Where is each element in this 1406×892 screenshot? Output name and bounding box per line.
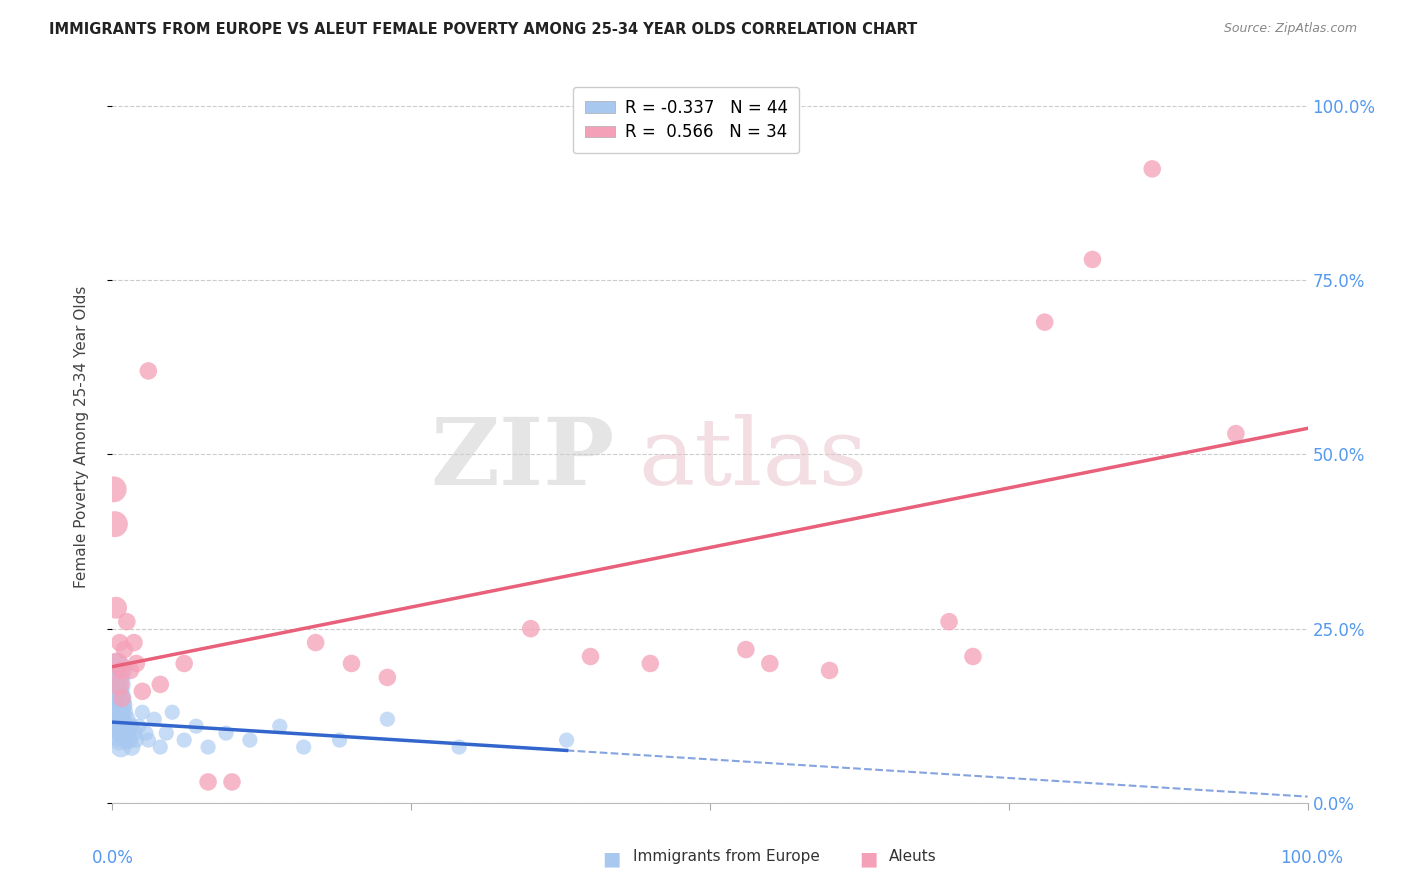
Point bbox=[118, 733, 141, 747]
Point bbox=[112, 719, 135, 733]
Point bbox=[186, 719, 208, 733]
Legend: R = -0.337   N = 44, R =  0.566   N = 34: R = -0.337 N = 44, R = 0.566 N = 34 bbox=[574, 87, 799, 153]
Point bbox=[105, 684, 128, 698]
Point bbox=[103, 677, 125, 691]
Point bbox=[105, 705, 128, 719]
Point bbox=[135, 726, 157, 740]
Point bbox=[115, 615, 138, 629]
Point bbox=[105, 719, 128, 733]
Point bbox=[239, 733, 262, 747]
Point bbox=[329, 733, 352, 747]
Point bbox=[340, 657, 363, 671]
Point bbox=[114, 733, 136, 747]
Point bbox=[197, 740, 219, 755]
Point bbox=[121, 740, 143, 755]
Point bbox=[107, 726, 129, 740]
Point bbox=[104, 698, 127, 713]
Point bbox=[640, 657, 662, 671]
Point bbox=[221, 775, 243, 789]
Text: IMMIGRANTS FROM EUROPE VS ALEUT FEMALE POVERTY AMONG 25-34 YEAR OLDS CORRELATION: IMMIGRANTS FROM EUROPE VS ALEUT FEMALE P… bbox=[49, 22, 918, 37]
Point bbox=[125, 657, 148, 671]
Point bbox=[215, 726, 238, 740]
Point bbox=[114, 642, 135, 657]
Point bbox=[105, 657, 128, 671]
Point bbox=[131, 684, 153, 698]
Text: Immigrants from Europe: Immigrants from Europe bbox=[633, 849, 820, 864]
Point bbox=[555, 733, 578, 747]
Point bbox=[938, 615, 960, 629]
Point bbox=[305, 635, 328, 649]
Point bbox=[1033, 315, 1056, 329]
Point bbox=[377, 712, 399, 726]
Point bbox=[108, 705, 131, 719]
Point bbox=[125, 733, 148, 747]
Text: atlas: atlas bbox=[638, 414, 868, 504]
Point bbox=[103, 483, 125, 497]
Point bbox=[173, 733, 195, 747]
Point bbox=[138, 733, 160, 747]
Point bbox=[131, 705, 153, 719]
Point bbox=[1081, 252, 1104, 267]
Point bbox=[292, 740, 315, 755]
Point bbox=[104, 517, 127, 532]
Point bbox=[107, 677, 129, 691]
Point bbox=[162, 705, 183, 719]
Text: Source: ZipAtlas.com: Source: ZipAtlas.com bbox=[1223, 22, 1357, 36]
Text: ■: ■ bbox=[602, 849, 621, 868]
Point bbox=[120, 719, 142, 733]
Point bbox=[520, 622, 543, 636]
Text: ■: ■ bbox=[859, 849, 879, 868]
Point bbox=[197, 775, 219, 789]
Point bbox=[447, 740, 470, 755]
Point bbox=[114, 705, 135, 719]
Point bbox=[108, 733, 131, 747]
Point bbox=[1142, 161, 1164, 176]
Point bbox=[120, 664, 142, 678]
Point bbox=[122, 726, 145, 740]
Text: Aleuts: Aleuts bbox=[889, 849, 936, 864]
Point bbox=[143, 712, 166, 726]
Point bbox=[269, 719, 291, 733]
Point bbox=[377, 670, 399, 684]
Point bbox=[104, 664, 127, 678]
Point bbox=[111, 698, 134, 713]
Point bbox=[107, 691, 129, 706]
Text: ZIP: ZIP bbox=[430, 414, 614, 504]
Point bbox=[138, 364, 160, 378]
Point bbox=[155, 726, 177, 740]
Text: 0.0%: 0.0% bbox=[91, 849, 134, 867]
Point bbox=[735, 642, 758, 657]
Point bbox=[149, 740, 172, 755]
Point bbox=[759, 657, 782, 671]
Point bbox=[105, 600, 128, 615]
Y-axis label: Female Poverty Among 25-34 Year Olds: Female Poverty Among 25-34 Year Olds bbox=[75, 286, 89, 588]
Point bbox=[128, 719, 150, 733]
Point bbox=[111, 726, 134, 740]
Point bbox=[111, 691, 134, 706]
Point bbox=[818, 664, 841, 678]
Point bbox=[110, 664, 132, 678]
Text: 100.0%: 100.0% bbox=[1279, 849, 1343, 867]
Point bbox=[173, 657, 195, 671]
Point bbox=[962, 649, 984, 664]
Point bbox=[149, 677, 172, 691]
Point bbox=[110, 712, 132, 726]
Point bbox=[579, 649, 602, 664]
Point bbox=[110, 740, 132, 755]
Point bbox=[105, 712, 128, 726]
Point bbox=[122, 635, 145, 649]
Point bbox=[1225, 426, 1247, 441]
Point bbox=[108, 635, 131, 649]
Point bbox=[115, 712, 138, 726]
Point bbox=[117, 726, 139, 740]
